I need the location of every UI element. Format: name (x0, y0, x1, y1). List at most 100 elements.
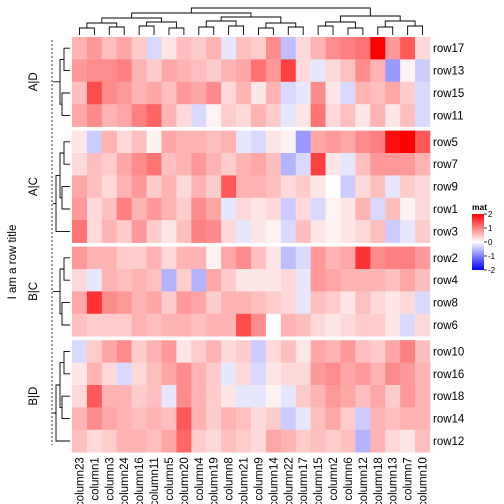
heatmap-cell (355, 175, 371, 199)
heatmap-cell (161, 153, 177, 176)
heatmap-cell (355, 313, 371, 337)
heatmap-cell (310, 407, 326, 431)
column-label: column23 (74, 457, 86, 504)
heatmap-cell (131, 197, 147, 221)
heatmap-cell (191, 59, 207, 83)
row-label: row8 (433, 298, 458, 310)
heatmap-cell (310, 429, 326, 453)
heatmap-cell (355, 429, 371, 453)
heatmap-cell (176, 340, 192, 363)
heatmap-cell (161, 246, 177, 270)
heatmap-cell (355, 104, 371, 127)
heatmap-cell (325, 197, 341, 221)
heatmap-cell (146, 175, 162, 199)
heatmap-cell (221, 220, 237, 243)
heatmap-cell (221, 104, 237, 127)
heatmap-cell (355, 362, 371, 386)
heatmap-cell (116, 291, 132, 315)
row-dendrogram-branch (53, 350, 70, 442)
heatmap-cell (400, 269, 416, 292)
heatmap-cell (265, 130, 282, 154)
heatmap-cell (385, 37, 401, 60)
heatmap-cell (251, 269, 267, 292)
heatmap-cell (86, 269, 103, 292)
heatmap-cell (400, 37, 416, 60)
heatmap-cell (146, 81, 162, 105)
heatmap-cell (265, 153, 282, 176)
heatmap-cell (131, 130, 147, 154)
color-legend: mat 2 1 0 -1 -2 (472, 202, 496, 275)
heatmap-cell (400, 130, 416, 154)
heatmap-cell (400, 429, 416, 453)
heatmap-cell (191, 313, 207, 337)
heatmap-cell (370, 340, 386, 363)
column-label: column8 (224, 457, 236, 500)
heatmap-cell (101, 59, 118, 83)
row-group-label: B|C (28, 282, 40, 301)
row-label: row6 (433, 320, 458, 332)
heatmap-cell (265, 362, 282, 386)
heatmap-cell (221, 340, 237, 363)
heatmap-cell (221, 269, 237, 292)
heatmap-cell (146, 429, 162, 453)
heatmap-cell (86, 81, 103, 105)
heatmap-cell (310, 37, 326, 60)
heatmap-cell (206, 385, 222, 408)
heatmap-cell (415, 429, 431, 453)
heatmap-cell (370, 104, 386, 127)
heatmap-cell (325, 313, 341, 337)
heatmap-cell (191, 362, 207, 386)
heatmap-cell (131, 104, 147, 127)
heatmap-cell (340, 291, 356, 315)
heatmap-cell (415, 81, 431, 105)
heatmap-cell (116, 362, 132, 386)
heatmap-cell (86, 104, 103, 127)
heatmap-cell (72, 197, 88, 221)
column-label: column9 (253, 457, 265, 500)
heatmap-cell (325, 429, 341, 453)
heatmap-cell (116, 130, 132, 154)
heatmap-cell (221, 153, 237, 176)
heatmap-cell (295, 407, 311, 431)
heatmap-cell (86, 291, 103, 315)
row-label: row17 (433, 43, 464, 55)
heatmap-cell (415, 153, 431, 176)
heatmap-cell (355, 153, 371, 176)
heatmap-cell (101, 385, 118, 408)
heatmap-cell (116, 220, 132, 243)
heatmap-cell (191, 130, 207, 154)
heatmap-cell (415, 407, 431, 431)
heatmap-cell (236, 153, 252, 176)
heatmap-cell (355, 291, 371, 315)
heatmap-cell (251, 197, 267, 221)
heatmap-cell (400, 385, 416, 408)
heatmap-cell (400, 407, 416, 431)
column-label: column12 (358, 457, 370, 504)
heatmap-cell (265, 385, 282, 408)
heatmap-cell (116, 385, 132, 408)
heatmap-cell (72, 340, 88, 363)
heatmap-cell (86, 59, 103, 83)
heatmap-cell (176, 429, 192, 453)
heatmap-cell (146, 407, 162, 431)
heatmap-cell (415, 269, 431, 292)
heatmap-cell (191, 340, 207, 363)
heatmap-cell (280, 291, 297, 315)
column-label: column6 (343, 457, 355, 500)
heatmap-cell (221, 175, 237, 199)
heatmap-cell (325, 385, 341, 408)
heatmap-cell (236, 362, 252, 386)
heatmap-cell (86, 246, 103, 270)
heatmap-cell (236, 59, 252, 83)
heatmap-cell (251, 81, 267, 105)
row-label: row14 (433, 414, 465, 426)
heatmap-cell (400, 153, 416, 176)
heatmap-cell (370, 175, 386, 199)
heatmap-cell (236, 246, 252, 270)
heatmap-cell (191, 220, 207, 243)
heatmap-cell (340, 385, 356, 408)
heatmap-cell (340, 81, 356, 105)
heatmap-cell (265, 429, 282, 453)
heatmap-cell (236, 220, 252, 243)
heatmap-cell (221, 362, 237, 386)
